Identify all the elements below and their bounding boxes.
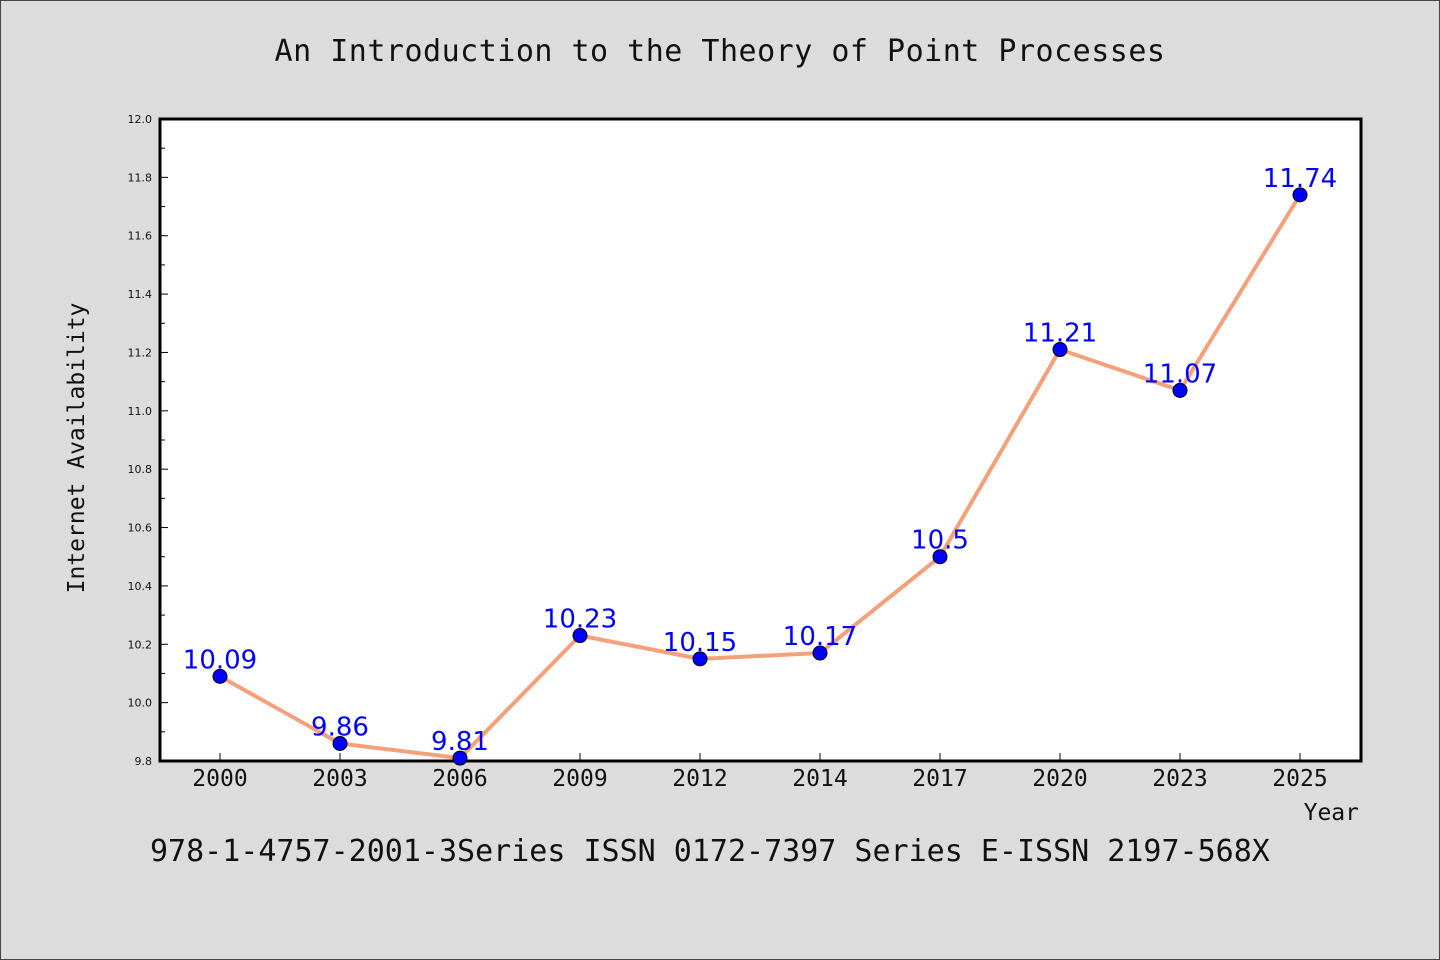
data-point-2012 (692, 651, 708, 667)
y-tick-label-3: 10.4 (128, 580, 153, 593)
plot-area (158, 117, 1363, 763)
series-line-0 (218, 192, 1302, 761)
y-tick-label-1: 10.0 (128, 697, 153, 710)
data-label-2000: 10.09 (183, 645, 257, 675)
y-tick-label-8: 11.4 (128, 288, 153, 301)
y-tick-label-7: 11.2 (128, 346, 153, 359)
y-axis-title: Internet Availability (64, 303, 90, 594)
y-tick-label-9: 11.6 (128, 230, 153, 243)
x-tick-label-8: 2023 (1152, 766, 1207, 792)
data-point-2000 (212, 668, 228, 684)
data-point-2023 (1172, 382, 1188, 398)
x-tick-label-0: 2000 (192, 766, 247, 792)
data-label-2003: 9.86 (311, 712, 369, 742)
chart-title: An Introduction to the Theory of Point P… (274, 34, 1166, 69)
x-axis: 2000 2003 2006 2009 2012 2014 2017 2020 2023 2025 (192, 753, 1328, 792)
data-label-2006: 9.81 (431, 727, 489, 757)
x-tick-label-2: 2006 (432, 766, 487, 792)
y-tick-label-10: 11.8 (128, 171, 153, 184)
data-point-2020 (1052, 342, 1068, 358)
y-tick-label-2: 10.2 (128, 638, 153, 651)
series-layer: 10.09 9.86 9.81 10.23 10.15 10.17 10.5 11.21 11.… (183, 164, 1337, 766)
x-tick-label-7: 2020 (1032, 766, 1087, 792)
data-label-2009: 10.23 (543, 605, 617, 635)
x-tick-label-9: 2025 (1272, 766, 1327, 792)
x-tick-label-3: 2009 (552, 766, 607, 792)
data-point-2017 (932, 549, 948, 565)
data-point-2009 (572, 628, 588, 644)
data-point-2003 (332, 735, 348, 751)
data-label-2020: 11.21 (1023, 319, 1097, 349)
y-tick-label-4: 10.6 (128, 522, 153, 535)
data-label-2014: 10.17 (783, 622, 857, 652)
footer-isbn-text: 978-1-4757-2001-3Series ISSN 0172-7397 S… (150, 834, 1270, 869)
x-tick-label-5: 2014 (792, 766, 847, 792)
x-axis-title: Year (1304, 800, 1359, 826)
data-label-2023: 11.07 (1143, 359, 1217, 389)
data-point-2025 (1292, 187, 1308, 203)
y-tick-label-11: 12.0 (128, 113, 153, 126)
y-tick-label-6: 11.0 (128, 405, 153, 418)
x-tick-label-4: 2012 (672, 766, 727, 792)
y-axis: 9.8 10.0 10.2 10.4 10.6 10.8 11.0 11.2 11.4 11.6 1… (128, 113, 168, 768)
y-tick-label-0: 9.8 (135, 755, 153, 768)
x-tick-label-1: 2003 (312, 766, 367, 792)
y-tick-label-5: 10.8 (128, 463, 153, 476)
data-point-2006 (452, 750, 468, 766)
data-label-2017: 10.5 (911, 526, 969, 556)
x-tick-label-6: 2017 (912, 766, 967, 792)
data-point-2014 (812, 645, 828, 661)
data-label-2012: 10.15 (663, 628, 737, 658)
data-label-2025: 11.74 (1263, 164, 1337, 194)
